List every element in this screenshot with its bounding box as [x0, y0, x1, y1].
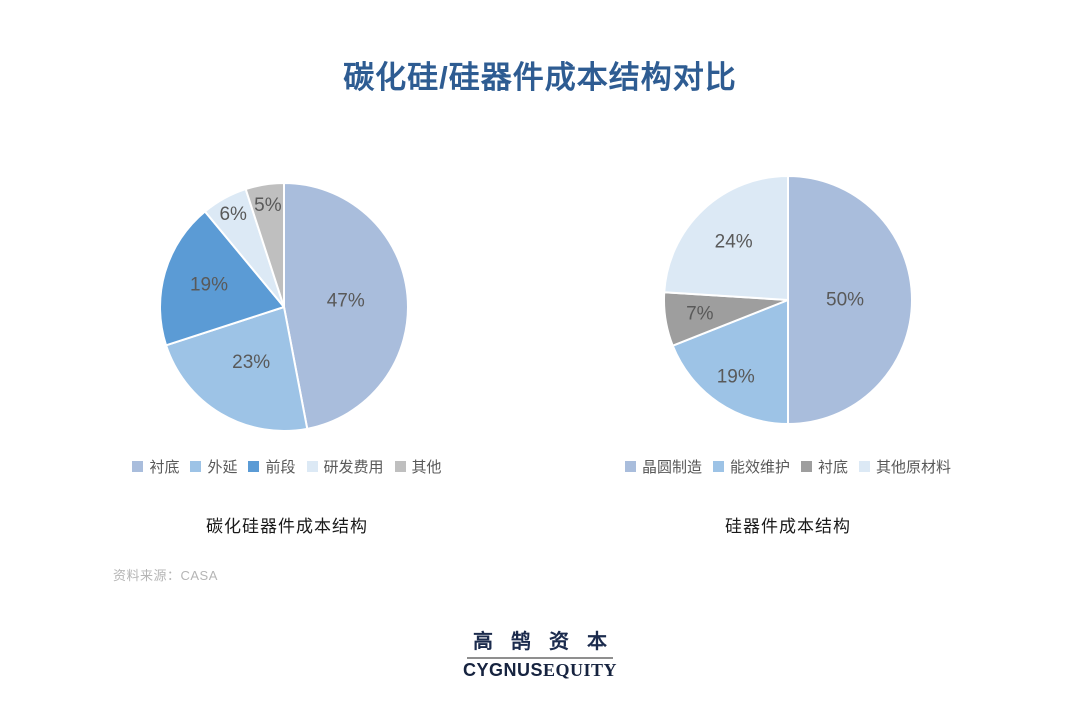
pie-slice-其他原材料: [663, 175, 789, 301]
page-title: 碳化硅/硅器件成本结构对比: [343, 60, 737, 95]
pie-slice-衬底: [283, 182, 409, 430]
pie-label-衬底: 47%: [327, 291, 365, 312]
chart-subtitle-sic: 碳化硅器件成本结构: [206, 517, 368, 536]
legend-item-其他: 其他: [394, 456, 442, 477]
legend-item-衬底: 衬底: [132, 456, 179, 477]
legend-label: 衬底: [149, 459, 180, 476]
legend-swatch-icon: [801, 461, 812, 472]
legend-label: 能效维护: [729, 459, 790, 476]
legend-label: 外延: [207, 459, 238, 476]
pie-label-外延: 23%: [232, 352, 270, 373]
legend-item-前段: 前段: [248, 456, 296, 477]
logo-english-text: CYGNUSEQUITY: [440, 660, 640, 681]
company-logo: 高鹄资本 CYGNUSEQUITY: [440, 630, 640, 681]
logo-chinese-text: 高鹄资本: [473, 631, 625, 653]
legend-label: 前段: [265, 459, 296, 476]
legend-item-能效维护: 能效维护: [712, 456, 790, 477]
legend-item-衬底: 衬底: [801, 456, 848, 477]
pie-label-前段: 19%: [190, 275, 228, 296]
source-note: 资料来源：CASA: [113, 568, 218, 583]
pie-slice-晶圆制造: [787, 175, 913, 425]
legend-swatch-icon: [132, 461, 144, 472]
logo-divider: [467, 657, 613, 659]
legend-item-晶圆制造: 晶圆制造: [624, 456, 702, 477]
legend-label: 其他原材料: [876, 459, 952, 476]
legend-swatch-icon: [624, 461, 636, 472]
pie-slice-前段: [159, 210, 285, 347]
legend-item-研发费用: 研发费用: [306, 456, 384, 477]
pie-slice-其他: [244, 182, 285, 308]
legend-swatch-icon: [190, 461, 202, 472]
logo-equity-text: EQUITY: [543, 660, 618, 680]
legend-item-其他原材料: 其他原材料: [859, 456, 951, 477]
pie-label-晶圆制造: 50%: [826, 290, 864, 311]
legend-item-外延: 外延: [190, 456, 237, 477]
pie-chart-sic-cost: 47% 23% 19% 6% 5%: [159, 182, 409, 432]
legend-sic: 衬底 外延 前段 研发费用 其他: [114, 456, 460, 477]
legend-label: 晶圆制造: [641, 459, 702, 476]
pie-slice-能效维护: [671, 299, 789, 425]
pie-label-其他原材料: 24%: [715, 232, 753, 253]
legend-swatch-icon: [394, 461, 406, 472]
legend-si: 晶圆制造 能效维护 衬底 其他原材料: [598, 456, 978, 477]
pie-chart-si-cost: 50% 19% 7% 24%: [663, 175, 913, 425]
pie-label-研发费用: 6%: [219, 204, 247, 225]
legend-swatch-icon: [248, 461, 260, 472]
pie-label-衬底: 7%: [686, 303, 714, 324]
legend-swatch-icon: [859, 461, 871, 472]
pie-label-能效维护: 19%: [717, 366, 755, 387]
pie-label-其他: 5%: [254, 195, 282, 216]
legend-swatch-icon: [712, 461, 724, 472]
pie-slice-外延: [165, 306, 309, 432]
logo-cygnus-text: CYGNUS: [462, 660, 543, 680]
legend-label: 衬底: [818, 459, 849, 476]
legend-label: 研发费用: [323, 459, 384, 476]
legend-label: 其他: [411, 459, 442, 476]
legend-swatch-icon: [306, 461, 318, 472]
chart-subtitle-si: 硅器件成本结构: [725, 517, 851, 536]
